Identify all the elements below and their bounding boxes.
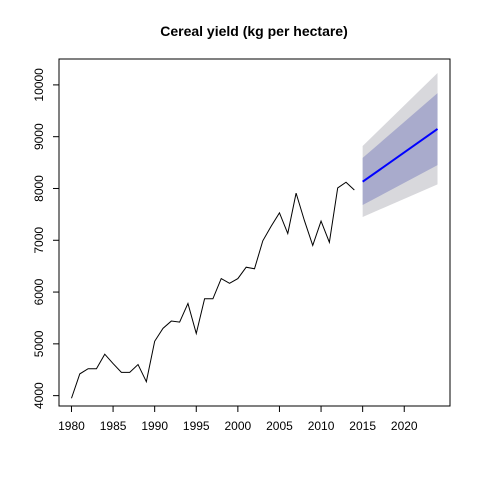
x-axis: 1980 1985 1990 1995 2000 2005 2010 2015 2020 [58,405,418,433]
x-tick-label: 1980 [58,419,85,433]
x-tick-label: 2005 [266,419,293,433]
observed-series-line [71,181,355,399]
x-tick-label: 1985 [100,419,127,433]
chart-title: Cereal yield (kg per hectare) [160,23,348,39]
x-tick-label: 2010 [308,419,335,433]
prediction-intervals [362,72,438,217]
x-tick-label: 1990 [141,419,168,433]
x-tick-label: 2015 [349,419,376,433]
y-axis: 4000 5000 6000 7000 8000 9000 10000 [32,68,60,409]
forecast-series-line [362,128,439,183]
y-tick-label: 6000 [32,278,46,305]
y-tick-label: 8000 [32,175,46,202]
y-tick-label: 7000 [32,227,46,254]
x-tick-label: 2020 [391,419,418,433]
y-tick-label: 5000 [32,330,46,357]
y-tick-label: 10000 [32,68,46,102]
y-tick-label: 4000 [32,382,46,409]
x-tick-label: 1995 [183,419,210,433]
x-tick-label: 2000 [225,419,252,433]
plot-frame [58,58,451,407]
interval-80-band [362,93,438,206]
y-tick-label: 9000 [32,123,46,150]
series-lines [71,128,439,399]
